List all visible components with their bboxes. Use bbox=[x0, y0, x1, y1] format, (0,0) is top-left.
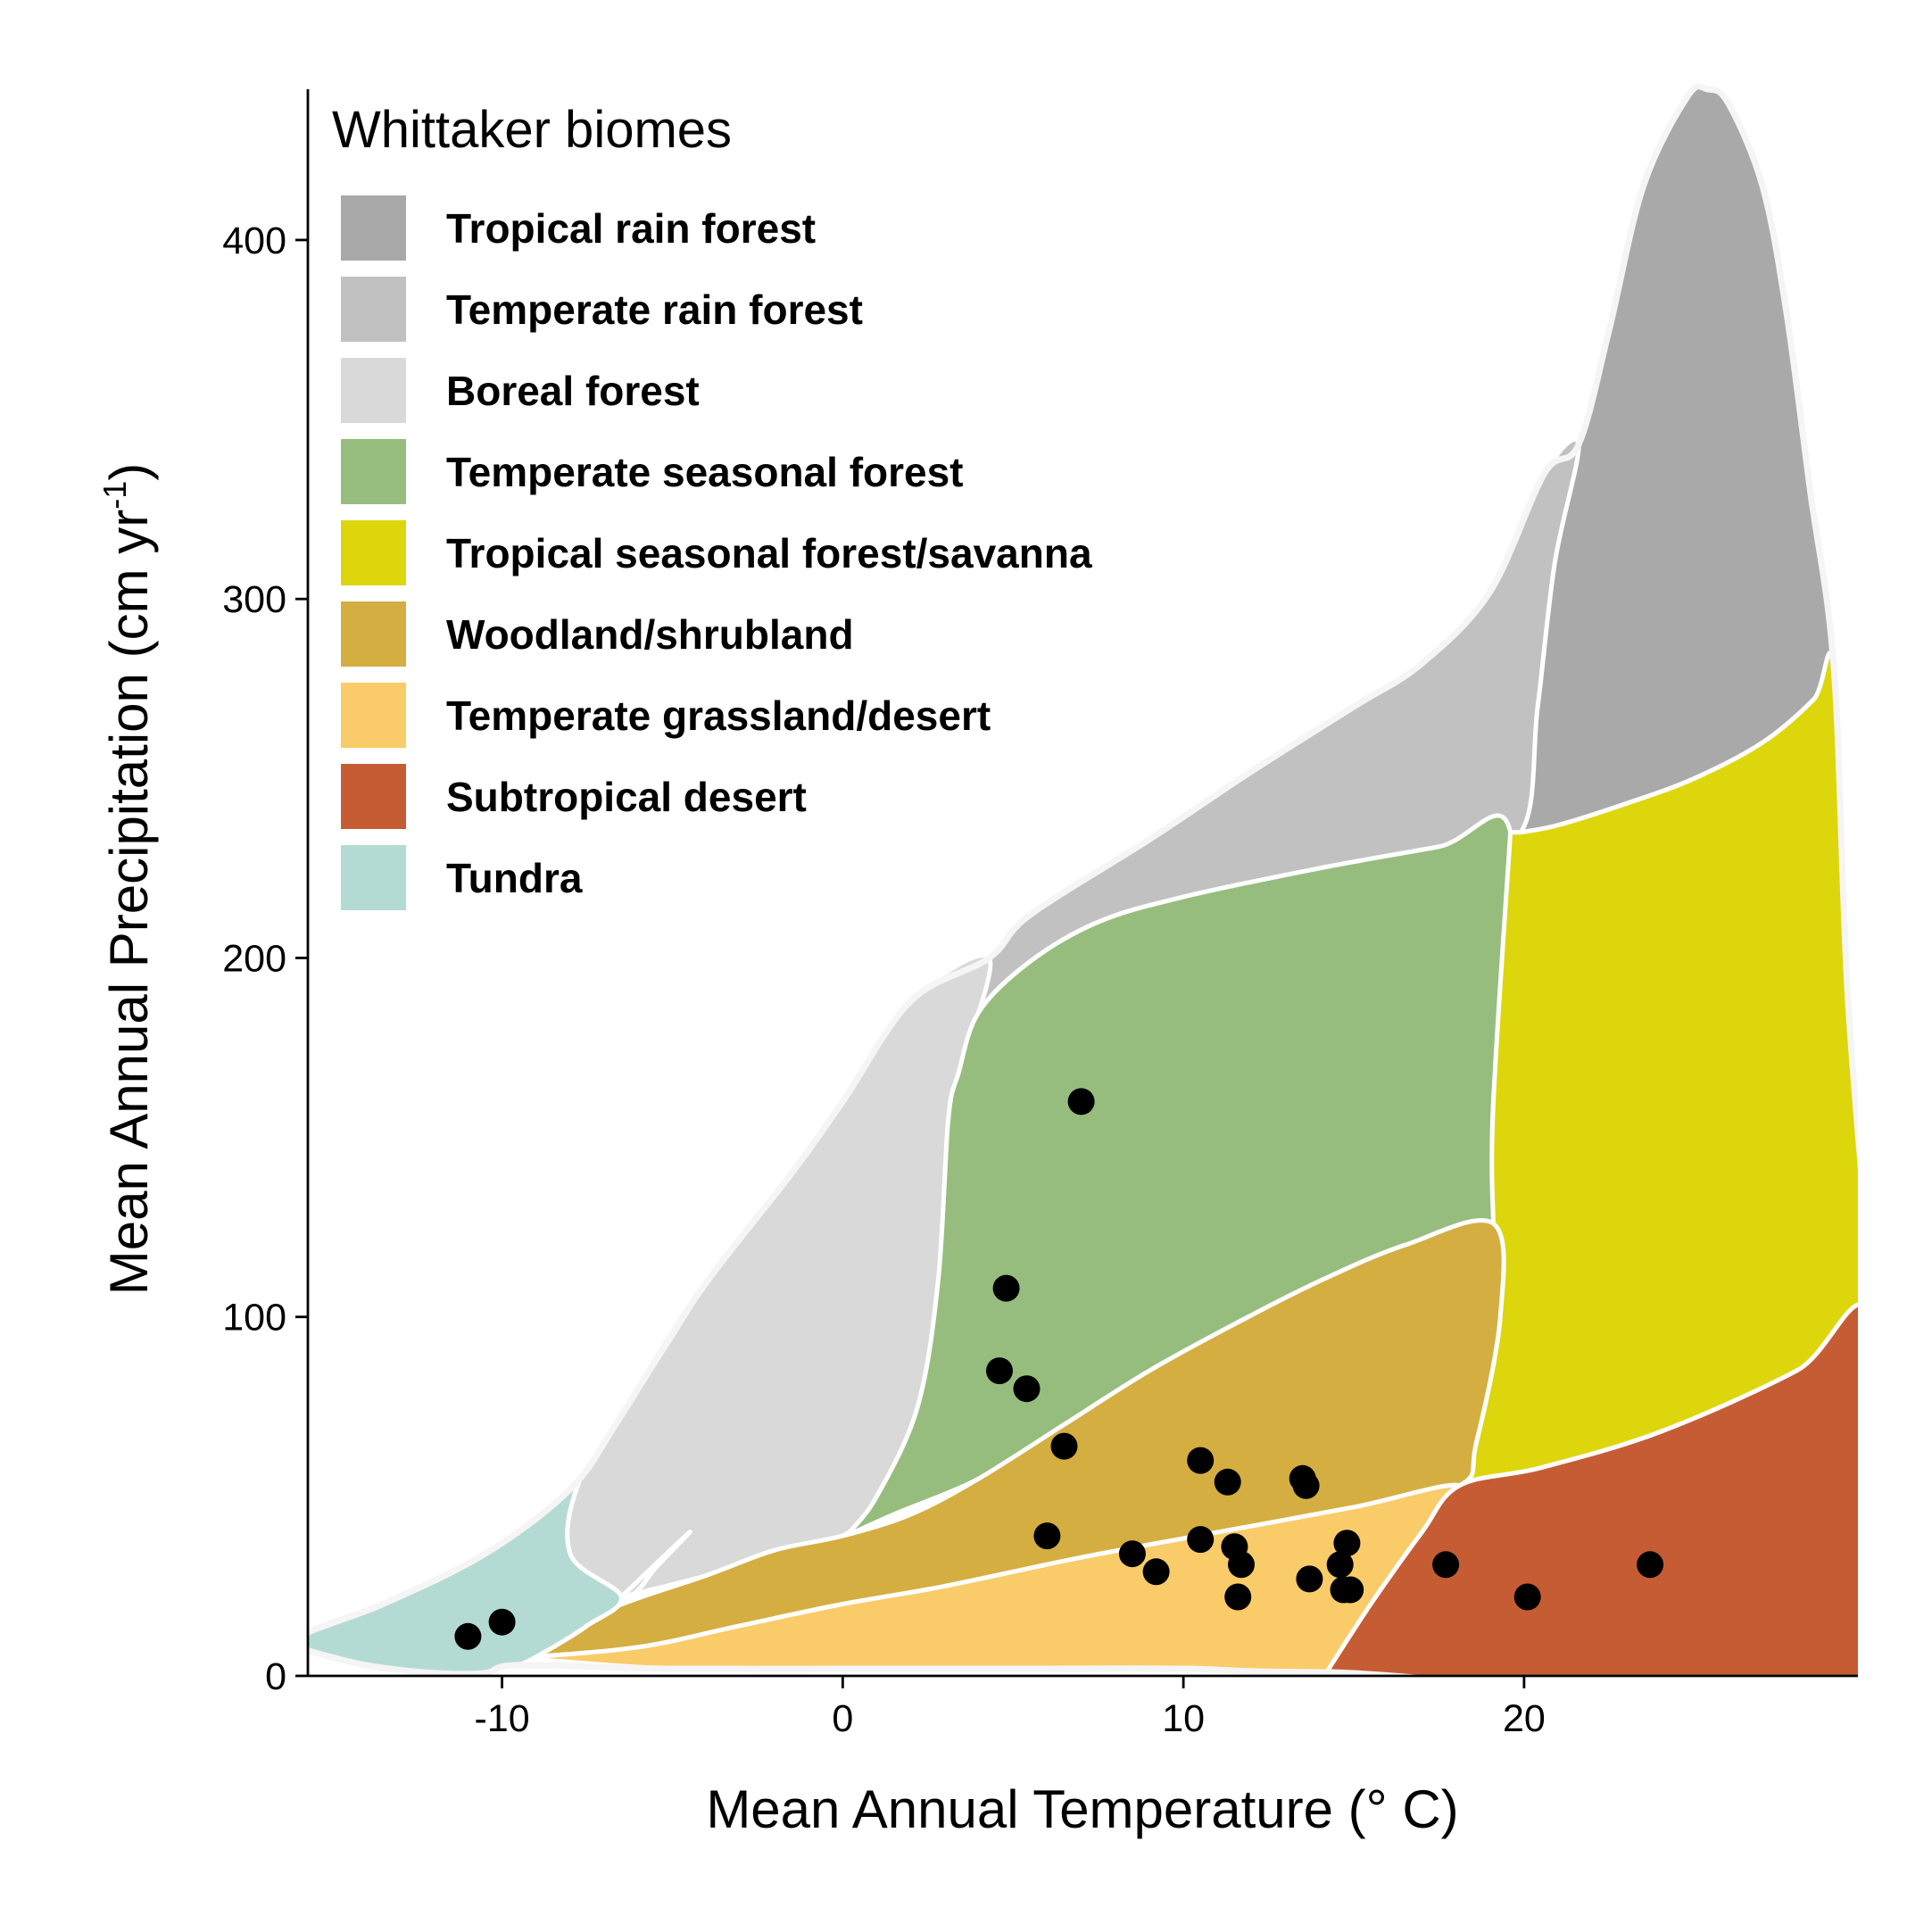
site-point bbox=[1013, 1375, 1041, 1403]
legend-key-boreal-forest bbox=[337, 354, 410, 427]
site-point bbox=[1337, 1576, 1364, 1604]
legend-label-woodland-shrubland: Woodland/shrubland bbox=[446, 611, 854, 658]
legend-key-subtropical-desert bbox=[337, 760, 410, 833]
site-point bbox=[1067, 1088, 1095, 1115]
site-point bbox=[488, 1608, 516, 1636]
site-point bbox=[1432, 1551, 1460, 1579]
site-point bbox=[986, 1357, 1013, 1385]
x-axis-title: Mean Annual Temperature (° C) bbox=[706, 1779, 1458, 1839]
legend-label-subtropical-desert: Subtropical desert bbox=[446, 774, 807, 820]
site-point bbox=[1637, 1551, 1664, 1579]
y-tick-label: 200 bbox=[222, 937, 286, 980]
legend-label-tropical-seasonal-forest-savanna: Tropical seasonal forest/savanna bbox=[446, 530, 1092, 576]
site-point bbox=[1333, 1530, 1361, 1557]
site-points bbox=[454, 1088, 1664, 1650]
legend-label-temperate-grassland-desert: Temperate grassland/desert bbox=[446, 692, 991, 739]
axes bbox=[306, 89, 1858, 1678]
legend: Whittaker biomes Tropical rain forest Tem… bbox=[332, 101, 1092, 914]
site-point bbox=[1142, 1558, 1170, 1586]
y-tick-label: 300 bbox=[222, 578, 286, 621]
site-point bbox=[1033, 1522, 1061, 1550]
x-tick-label: 20 bbox=[1503, 1697, 1546, 1740]
legend-key-temperate-grassland-desert bbox=[337, 679, 410, 751]
x-tick-label: 10 bbox=[1162, 1697, 1205, 1740]
biome-region-subtropical-desert bbox=[1324, 1302, 1858, 1676]
x-tick-label: 0 bbox=[832, 1697, 853, 1740]
legend-label-boreal-forest: Boreal forest bbox=[446, 368, 700, 414]
site-point bbox=[1224, 1583, 1252, 1611]
site-point bbox=[1187, 1447, 1215, 1474]
site-point bbox=[1187, 1526, 1215, 1554]
site-point bbox=[1292, 1472, 1320, 1499]
legend-title: Whittaker biomes bbox=[332, 101, 732, 159]
legend-key-woodland-shrubland bbox=[337, 598, 410, 670]
site-point bbox=[454, 1622, 482, 1650]
y-tick-label: 400 bbox=[222, 220, 286, 262]
site-point bbox=[1326, 1551, 1354, 1579]
biome-outline bbox=[308, 83, 1858, 1676]
legend-key-tropical-rain-forest bbox=[337, 192, 410, 264]
site-point bbox=[1296, 1565, 1323, 1593]
site-point bbox=[1228, 1551, 1255, 1579]
legend-label-temperate-rain-forest: Temperate rain forest bbox=[446, 286, 863, 333]
site-point bbox=[1214, 1468, 1241, 1496]
x-axis-ticks: -10 0 10 20 bbox=[475, 1676, 1546, 1740]
x-tick-label: -10 bbox=[475, 1697, 530, 1740]
legend-key-tropical-seasonal-forest-savanna bbox=[337, 517, 410, 589]
site-point bbox=[1513, 1583, 1541, 1611]
y-tick-label: 100 bbox=[222, 1297, 286, 1339]
y-axis-ticks: 0 100 200 300 400 bbox=[222, 220, 308, 1698]
y-axis-title: Mean Annual Precipitation (cm yr-1) bbox=[96, 463, 159, 1295]
legend-label-temperate-seasonal-forest: Temperate seasonal forest bbox=[446, 449, 964, 495]
site-point bbox=[1050, 1432, 1078, 1460]
y-tick-label: 0 bbox=[265, 1655, 286, 1698]
biome-regions bbox=[308, 83, 1858, 1676]
legend-key-tundra bbox=[337, 842, 410, 914]
site-point bbox=[1118, 1540, 1146, 1568]
legend-key-temperate-rain-forest bbox=[337, 273, 410, 345]
legend-key-temperate-seasonal-forest bbox=[337, 435, 410, 508]
site-point bbox=[992, 1274, 1020, 1302]
legend-entries: Tropical rain forest Temperate rain fores… bbox=[337, 192, 1092, 914]
legend-label-tundra: Tundra bbox=[446, 855, 583, 901]
legend-label-tropical-rain-forest: Tropical rain forest bbox=[446, 205, 816, 252]
